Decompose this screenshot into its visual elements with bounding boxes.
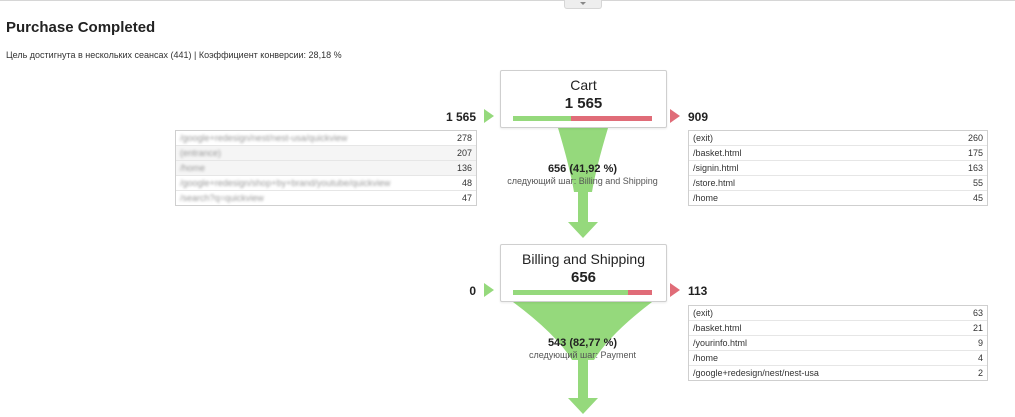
billing-conversion: 543 (82,77 %) следующий шаг: Payment [500, 337, 665, 360]
proceed-fill [513, 290, 629, 295]
top-divider [0, 0, 1015, 1]
page-title: Purchase Completed [6, 19, 156, 36]
exit-count: 175 [967, 148, 983, 158]
conversion-summary: Цель достигнута в нескольких сеансах (44… [6, 50, 342, 60]
conversion-value: 543 (82,77 %) [547, 337, 618, 349]
exit-arrow-icon [670, 283, 680, 297]
table-row[interactable]: /home 136 [176, 160, 476, 175]
exit-count: 4 [977, 353, 983, 363]
source-page: /search?q=quickview [180, 193, 264, 203]
table-row[interactable]: (exit) 260 [689, 131, 987, 145]
source-count: 47 [461, 193, 472, 203]
cart-exits-count: 909 [688, 110, 709, 124]
billing-entrances-count: 0 [469, 284, 476, 298]
table-row[interactable]: /basket.html 21 [689, 320, 987, 335]
exit-page: (exit) [693, 133, 713, 143]
exit-page: /basket.html [693, 323, 742, 333]
cart-exits-table: (exit) 260 /basket.html 175 /signin.html… [688, 130, 988, 206]
step-name: Cart [570, 77, 597, 93]
source-page: (entrance) [180, 148, 222, 158]
source-count: 136 [456, 163, 472, 173]
step-billing-and-shipping[interactable]: Billing and Shipping 656 [500, 244, 667, 302]
source-page: /google+redesign/nest/nest-usa/quickview [180, 133, 348, 143]
exit-count: 55 [972, 178, 983, 188]
funnel-arrowhead-billing [568, 398, 598, 414]
step-proportion-bar [513, 116, 652, 121]
step-name: Billing and Shipping [522, 251, 645, 267]
exit-count: 9 [977, 338, 983, 348]
exit-page: /basket.html [693, 148, 742, 158]
table-row[interactable]: /google+redesign/shop+by+brand/youtube/q… [176, 175, 476, 190]
table-row[interactable]: /home 4 [689, 350, 987, 365]
exit-page: /yourinfo.html [693, 338, 748, 348]
exit-page: /home [693, 353, 719, 363]
step-proportion-bar [513, 290, 652, 295]
exit-page: /google+redesign/nest/nest-usa [693, 368, 819, 378]
next-step-label: следующий шаг: Billing and Shipping [507, 176, 658, 186]
billing-exits-count: 113 [688, 284, 708, 298]
funnel-shape-cart [558, 128, 608, 192]
funnel-stem-billing [578, 360, 588, 398]
table-row[interactable]: /signin.html 163 [689, 160, 987, 175]
table-row[interactable]: (entrance) 207 [176, 145, 476, 160]
step-count: 1 565 [564, 95, 603, 112]
source-count: 48 [461, 178, 472, 188]
exit-count: 2 [977, 368, 983, 378]
next-step-label: следующий шаг: Payment [528, 350, 637, 360]
proceed-fill [513, 116, 572, 121]
exit-count: 45 [972, 193, 983, 203]
entrance-arrow-icon [484, 109, 494, 123]
collapse-toggle[interactable] [564, 0, 602, 9]
table-row[interactable]: /google+redesign/nest/nest-usa 2 [689, 365, 987, 380]
funnel-stem-cart [578, 192, 588, 222]
step-count: 656 [570, 269, 597, 286]
exit-page: /home [693, 193, 719, 203]
cart-sources-table: /google+redesign/nest/nest-usa/quickview… [175, 130, 477, 206]
table-row[interactable]: /yourinfo.html 9 [689, 335, 987, 350]
table-row[interactable]: /google+redesign/nest/nest-usa/quickview… [176, 131, 476, 145]
exit-count: 163 [967, 163, 983, 173]
billing-exits-table: (exit) 63 /basket.html 21 /yourinfo.html… [688, 305, 988, 381]
table-row[interactable]: /search?q=quickview 47 [176, 190, 476, 205]
source-page: /google+redesign/shop+by+brand/youtube/q… [180, 178, 391, 188]
table-row[interactable]: /basket.html 175 [689, 145, 987, 160]
cart-entrances-count: 1 565 [445, 110, 476, 124]
exit-count: 63 [972, 308, 983, 318]
table-row[interactable]: /home 45 [689, 190, 987, 205]
funnel-shape-billing [513, 302, 652, 360]
source-count: 207 [456, 148, 472, 158]
entrance-arrow-icon [484, 283, 494, 297]
exit-page: (exit) [693, 308, 713, 318]
exit-arrow-icon [670, 109, 680, 123]
source-count: 278 [456, 133, 472, 143]
source-page: /home [180, 163, 206, 173]
cart-conversion: 656 (41,92 %) следующий шаг: Billing and… [500, 163, 665, 186]
funnel-arrowhead-cart [568, 222, 598, 238]
exit-count: 260 [967, 133, 983, 143]
table-row[interactable]: (exit) 63 [689, 306, 987, 320]
exit-page: /signin.html [693, 163, 739, 173]
exit-page: /store.html [693, 178, 736, 188]
conversion-value: 656 (41,92 %) [547, 163, 618, 175]
exit-count: 21 [972, 323, 983, 333]
chevron-down-icon [580, 2, 586, 5]
step-cart[interactable]: Cart 1 565 [500, 70, 667, 128]
table-row[interactable]: /store.html 55 [689, 175, 987, 190]
